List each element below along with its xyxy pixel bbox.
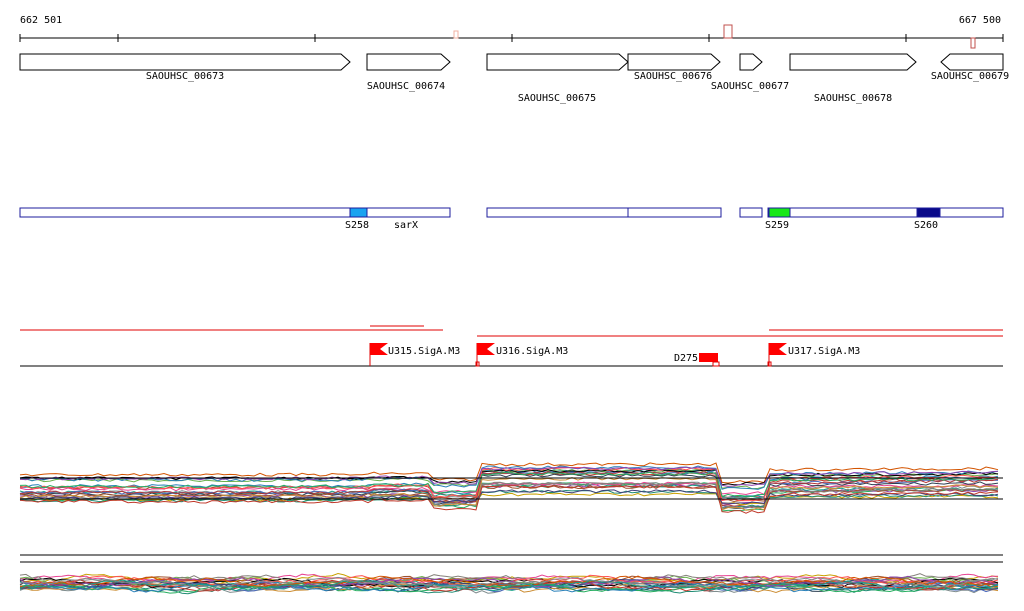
segment-box[interactable]	[486, 207, 722, 218]
segment-s260[interactable]	[916, 207, 941, 218]
expression-profile-track-2	[19, 572, 999, 595]
expression-line	[19, 467, 999, 502]
gene-saouhsc-00678[interactable]: SAOUHSC_00678	[789, 53, 917, 104]
flag-icon	[477, 343, 495, 355]
segment-label-s258: S258	[345, 220, 369, 231]
expression-line	[19, 484, 999, 514]
promoter-u316[interactable]: U316.SigA.M3	[475, 343, 568, 367]
promoter-label: U317.SigA.M3	[788, 346, 860, 357]
promoter-track: U315.SigA.M3 U316.SigA.M3 U317.SigA.M3 D…	[20, 325, 1003, 367]
segment-label-s259: S259	[765, 220, 789, 231]
expression-line	[19, 485, 999, 503]
gene-label: SAOUHSC_00676	[634, 71, 712, 82]
gene-label: SAOUHSC_00679	[931, 71, 1009, 82]
expression-line	[19, 465, 999, 490]
promoter-label: U316.SigA.M3	[496, 346, 568, 357]
gene-label: SAOUHSC_00675	[518, 93, 596, 104]
gene-saouhsc-00673[interactable]: SAOUHSC_00673	[19, 53, 351, 82]
gene-label: SAOUHSC_00678	[814, 93, 892, 104]
gene-saouhsc-00677[interactable]: SAOUHSC_00677	[711, 53, 789, 92]
expression-line	[19, 573, 999, 585]
promoter-u317[interactable]: U317.SigA.M3	[767, 343, 860, 367]
coordinate-ruler: 662 501 667 500	[19, 15, 1004, 49]
segment-box[interactable]	[19, 207, 451, 218]
gene-saouhsc-00675[interactable]: SAOUHSC_00675	[486, 53, 629, 104]
gene-saouhsc-00674[interactable]: SAOUHSC_00674	[366, 53, 451, 92]
terminator-label: D275	[674, 353, 698, 364]
expression-line	[19, 489, 999, 509]
ruler-marker	[453, 30, 459, 39]
expression-line	[19, 581, 999, 593]
expression-line	[19, 471, 999, 498]
gene-label: SAOUHSC_00673	[146, 71, 224, 82]
expression-profile-track	[19, 462, 999, 514]
promoter-u315[interactable]: U315.SigA.M3	[369, 343, 460, 366]
coord-end-label: 667 500	[959, 15, 1001, 26]
expression-line	[19, 575, 999, 588]
segment-s259[interactable]	[768, 207, 791, 218]
expression-line	[19, 575, 999, 588]
segment-label-sarx: sarX	[394, 220, 418, 231]
expression-line	[19, 582, 999, 594]
segment-label-s260: S260	[914, 220, 938, 231]
expression-line	[19, 576, 999, 589]
terminator-mark	[699, 353, 718, 362]
flag-icon	[769, 343, 787, 355]
promoter-label: U315.SigA.M3	[388, 346, 460, 357]
flag-icon	[370, 343, 388, 355]
expression-line	[19, 492, 999, 506]
gene-saouhsc-00676[interactable]: SAOUHSC_00676	[627, 53, 721, 82]
terminator-d275[interactable]: D275	[674, 353, 720, 367]
coord-start-label: 662 501	[20, 15, 62, 26]
segment-track: S258 sarX S259 S260	[19, 207, 1004, 231]
expression-line	[19, 579, 999, 592]
segment-box[interactable]	[739, 207, 763, 218]
gene-label: SAOUHSC_00674	[367, 81, 445, 92]
gene-saouhsc-00679[interactable]: SAOUHSC_00679	[931, 53, 1009, 82]
ruler-marker	[723, 24, 733, 39]
segment-box[interactable]	[767, 207, 1004, 218]
gene-label: SAOUHSC_00677	[711, 81, 789, 92]
segment-s258[interactable]	[349, 207, 368, 218]
expression-line	[19, 462, 999, 484]
ruler-marker	[970, 37, 976, 49]
gene-track: SAOUHSC_00673 SAOUHSC_00674 SAOUHSC_0067…	[19, 53, 1009, 104]
expression-line	[19, 466, 999, 487]
expression-line	[19, 481, 998, 510]
